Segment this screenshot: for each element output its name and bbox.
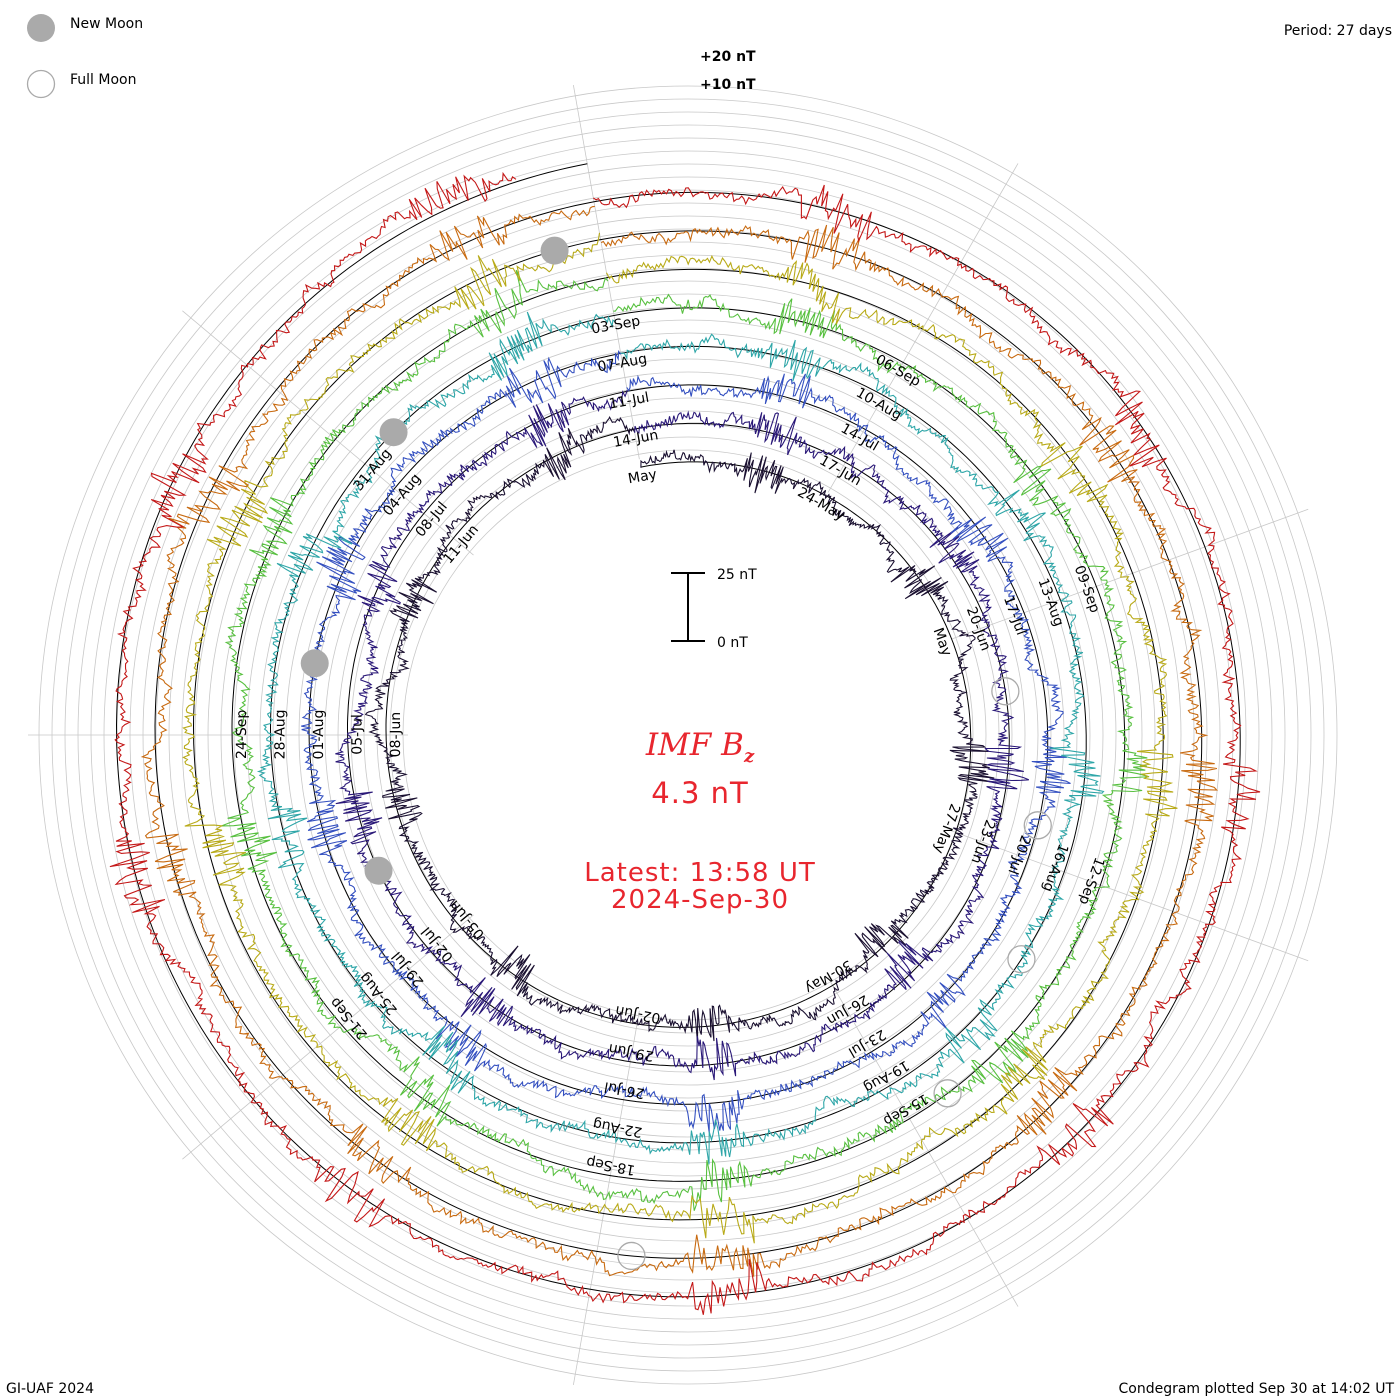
new-moon-legend-label: New Moon (70, 16, 143, 32)
date-tick-label: 18-Sep (585, 1153, 636, 1177)
full-moon-marker (1023, 811, 1052, 840)
title-subscript: z (743, 746, 755, 768)
latest-date: 2024-Sep-30 (610, 885, 790, 915)
series-cycle-5 (221, 269, 1150, 1211)
date-tick-label: 02-Jun (614, 1002, 662, 1026)
date-tick-label: 11-Jul (608, 390, 651, 413)
full-moon-marker (933, 1079, 962, 1108)
footer-credit: GI-UAF 2024 (6, 1381, 94, 1397)
zero-line-spiral (115, 163, 1241, 1298)
series-cycle-3 (301, 350, 1071, 1133)
grid-radial (950, 830, 1309, 962)
new-moon-marker (300, 649, 329, 678)
grid-radial (182, 310, 474, 556)
series-layer (109, 171, 1261, 1315)
date-tick-label: 01-Aug (311, 710, 327, 760)
new-moon-marker (364, 856, 393, 885)
date-tick-label: 10-Aug (853, 385, 904, 424)
series-cycle-2 (335, 389, 1030, 1081)
moon-layer (300, 236, 1052, 1271)
date-tick-label: 07-Aug (596, 351, 648, 375)
date-tick-label: 13-Aug (1034, 576, 1066, 628)
footer-plotted-time: Condegram plotted Sep 30 at 14:02 UT (1118, 1381, 1394, 1397)
period-label: Period: 27 days (1283, 23, 1392, 39)
date-tick-label: 14-Jun (612, 427, 660, 451)
date-tick-label: 24-Sep (234, 710, 250, 759)
date-tick-label: 28-Aug (272, 709, 288, 759)
date-tick-label: 09-Sep (1071, 563, 1103, 615)
scale-bar-bottom-label: 0 nT (717, 635, 748, 651)
title-symbol: B (721, 727, 744, 763)
grid-radial (182, 914, 474, 1160)
date-tick-label: 08-Jun (388, 712, 404, 758)
date-tick-label: 26-Jul (603, 1078, 646, 1101)
series-cycle-8 (109, 171, 1261, 1315)
date-tick-label: 22-Aug (592, 1115, 644, 1140)
full-moon-legend-marker (26, 69, 56, 99)
ring-label-plus10: +10 nT (700, 77, 756, 93)
series-cycle-7 (140, 205, 1219, 1277)
scale-bar-top-label: 25 nT (717, 567, 757, 583)
latest-time: Latest: 13:58 UT (584, 858, 816, 888)
grid-radial (827, 977, 1019, 1307)
series-cycle-6 (182, 232, 1178, 1244)
grid-radial (950, 508, 1309, 640)
date-tick-label: 05-Jul (349, 714, 365, 755)
grid-radial (572, 84, 640, 460)
title-quantity: IMF (645, 727, 712, 763)
series-cycle-1 (364, 415, 995, 1043)
full-moon-legend-label: Full Moon (70, 72, 136, 88)
current-value: 4.3 nT (651, 776, 749, 810)
series-cycle-4 (256, 311, 1105, 1165)
date-tick-label: May (930, 626, 955, 659)
date-tick-label: 08-Jul (413, 499, 451, 540)
date-tick-label: May (627, 467, 658, 488)
ring-label-plus20: +20 nT (700, 49, 756, 65)
date-tick-label: 04-Aug (380, 471, 424, 520)
full-moon-marker (991, 677, 1020, 706)
chart-title: IMF Bz (0, 727, 1400, 767)
full-moon-marker (617, 1241, 646, 1271)
full-moon-marker (1007, 945, 1036, 974)
new-moon-marker (540, 236, 569, 265)
new-moon-legend-marker (27, 14, 55, 42)
new-moon-marker (379, 418, 408, 447)
date-tick-label: 24-May (795, 484, 848, 524)
scale-bar: 25 nT 0 nT (671, 567, 757, 651)
date-tick-label: 29-Jun (607, 1040, 655, 1064)
